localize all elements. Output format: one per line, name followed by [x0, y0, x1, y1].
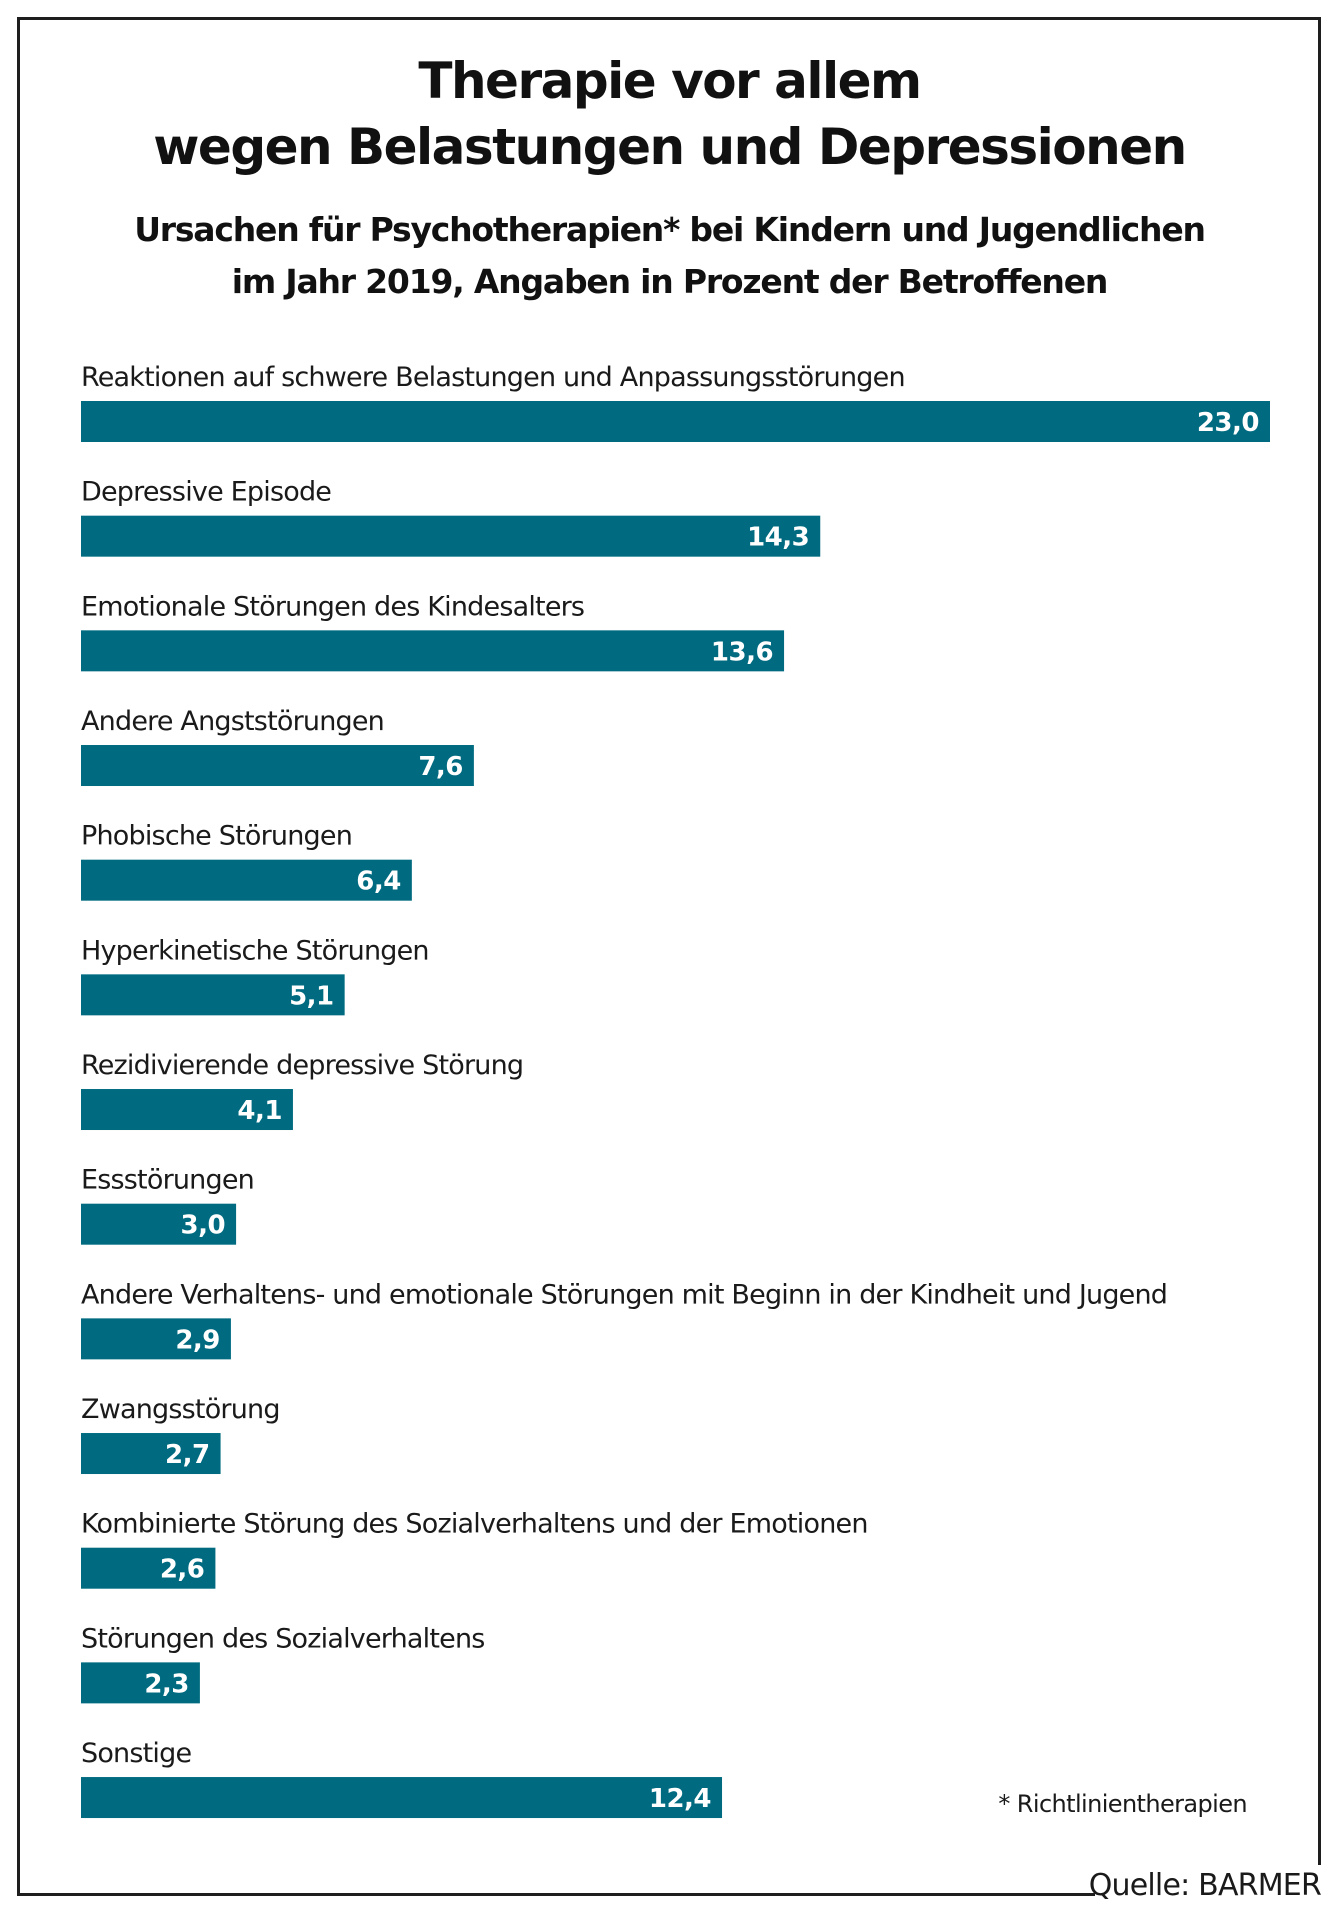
category-label: Hyperkinetische Störungen — [81, 935, 429, 966]
value-label: 7,6 — [418, 752, 463, 782]
category-label: Zwangsstörung — [81, 1394, 280, 1425]
chart-title-line-2: wegen Belastungen und Depressionen — [153, 118, 1187, 176]
value-label: 14,3 — [747, 523, 809, 553]
chart-frame — [17, 17, 1319, 1893]
category-label: Rezidivierende depressive Störung — [81, 1050, 523, 1081]
frame-right-border — [1318, 17, 1321, 1865]
value-label: 13,6 — [711, 637, 773, 667]
category-label: Emotionale Störungen des Kindesalters — [81, 591, 584, 622]
category-label: Depressive Episode — [81, 477, 331, 508]
value-label: 2,7 — [165, 1440, 210, 1470]
chart-title-line-1: Therapie vor allem — [418, 52, 922, 110]
category-label: Phobische Störungen — [81, 821, 352, 852]
bar — [81, 1777, 723, 1819]
bar — [81, 630, 785, 672]
value-label: 4,1 — [237, 1096, 282, 1126]
chart-subtitle-line-2: im Jahr 2019, Angaben in Prozent der Bet… — [231, 262, 1109, 301]
value-label: 3,0 — [181, 1211, 226, 1241]
bar — [81, 1089, 293, 1131]
bar — [81, 401, 1270, 442]
value-label: 23,0 — [1197, 408, 1259, 438]
bar — [81, 859, 412, 901]
bar — [81, 974, 345, 1016]
category-label: Essstörungen — [81, 1165, 254, 1196]
source-credit: Quelle: BARMER — [1088, 1868, 1322, 1903]
category-label: Sonstige — [81, 1738, 191, 1769]
value-label: 2,9 — [175, 1325, 220, 1355]
bar — [81, 1203, 237, 1245]
chart-subtitle-line-1: Ursachen für Psychotherapien* bei Kinder… — [134, 210, 1206, 249]
footnote: * Richtlinientherapien — [998, 1790, 1247, 1818]
value-label: 12,4 — [649, 1784, 711, 1814]
value-label: 5,1 — [289, 981, 334, 1011]
bar — [81, 1318, 231, 1360]
category-label: Reaktionen auf schwere Belastungen und A… — [81, 362, 905, 393]
bar — [81, 745, 474, 787]
category-label: Störungen des Sozialverhaltens — [81, 1623, 485, 1654]
frame-bottom-border — [17, 1893, 1095, 1896]
bar — [81, 1662, 200, 1704]
category-label: Andere Verhaltens- und emotionale Störun… — [81, 1279, 1167, 1310]
value-label: 2,6 — [160, 1555, 205, 1585]
bar — [81, 515, 821, 557]
value-label: 2,3 — [144, 1669, 189, 1699]
value-label: 6,4 — [356, 867, 401, 897]
bar — [81, 1433, 221, 1475]
category-label: Andere Angststörungen — [81, 706, 384, 737]
category-label: Kombinierte Störung des Sozialverhaltens… — [81, 1509, 868, 1540]
bar — [81, 1547, 216, 1589]
